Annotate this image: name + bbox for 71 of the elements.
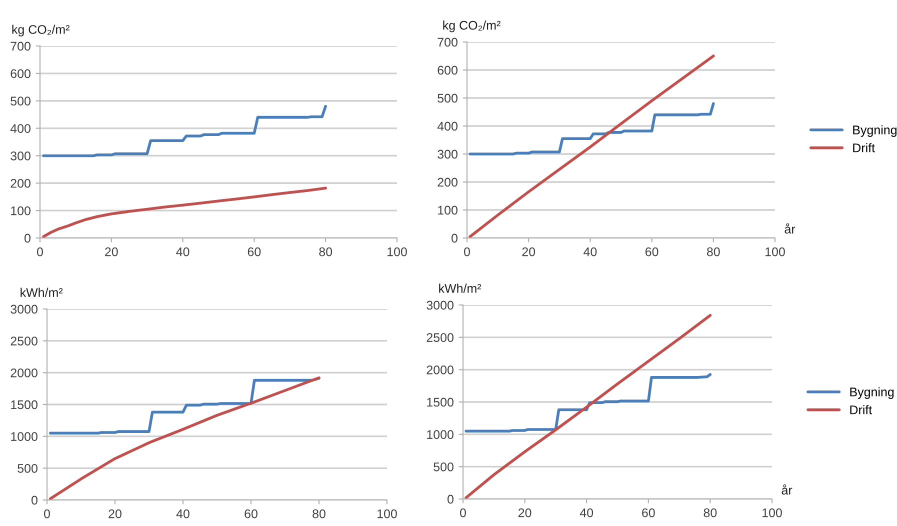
legend-label: Drift xyxy=(853,143,875,152)
y-tick-label: 100 xyxy=(438,206,458,215)
y-tick-label: 200 xyxy=(438,178,458,187)
legend-label: Drift xyxy=(850,405,872,414)
line-series xyxy=(42,186,327,238)
x-tick-label: 100 xyxy=(766,247,785,256)
x-tick-label: 80 xyxy=(704,508,717,518)
y-tick-label: 400 xyxy=(10,124,30,133)
y-tick-label: 2500 xyxy=(10,336,38,346)
y-tick-label: 1000 xyxy=(11,432,38,441)
line-series xyxy=(464,314,712,499)
x-tick-label: 100 xyxy=(378,509,397,518)
y-tick-label: 1500 xyxy=(11,400,38,410)
x-tick-label: 20 xyxy=(108,509,122,518)
x-tick-label: 100 xyxy=(762,508,782,518)
x-axis-title: år xyxy=(782,484,792,495)
y-tick-label: 1000 xyxy=(427,430,454,439)
line-series xyxy=(49,377,320,435)
y-tick-label: 2500 xyxy=(426,333,454,342)
x-tick-label: 40 xyxy=(584,247,597,256)
y-tick-label: 0 xyxy=(24,234,30,243)
x-tick-label: 60 xyxy=(645,247,658,256)
legend-label: Bygning xyxy=(853,125,897,137)
line-series xyxy=(42,104,327,158)
x-tick-label: 60 xyxy=(642,508,655,518)
y-tick-label: 300 xyxy=(438,150,458,159)
x-axis-title: år xyxy=(784,223,796,234)
y-tick-label: 2000 xyxy=(10,368,38,378)
y-tick-label: 1500 xyxy=(427,398,454,407)
y-tick-label: 500 xyxy=(18,464,38,473)
y-tick-label: 500 xyxy=(434,462,454,472)
x-tick-label: 80 xyxy=(706,247,720,256)
x-tick-label: 40 xyxy=(580,508,594,518)
x-tick-label: 40 xyxy=(176,509,190,518)
x-tick-label: 60 xyxy=(248,247,261,256)
x-tick-label: 20 xyxy=(105,247,118,256)
y-tick-label: 3000 xyxy=(10,304,38,314)
y-tick-label: 0 xyxy=(452,234,458,243)
line-series xyxy=(464,373,712,432)
y-tick-label: 600 xyxy=(438,66,458,75)
line-series xyxy=(468,54,715,238)
x-tick-label: 0 xyxy=(44,509,50,518)
x-tick-label: 20 xyxy=(522,247,536,256)
x-tick-label: 20 xyxy=(518,508,532,518)
y-tick-label: 200 xyxy=(10,178,30,188)
y-axis-title: kg CO₂/m² xyxy=(443,20,500,32)
line-series xyxy=(468,102,715,156)
y-axis-title: kWh/m² xyxy=(20,288,63,297)
y-tick-label: 500 xyxy=(10,96,30,106)
x-tick-label: 0 xyxy=(464,247,470,256)
legend-label: Bygning xyxy=(850,387,894,399)
y-tick-label: 500 xyxy=(438,94,458,103)
x-tick-label: 80 xyxy=(312,509,326,518)
y-tick-label: 600 xyxy=(10,69,30,78)
y-axis-title: kg CO₂/m² xyxy=(12,24,70,36)
x-tick-label: 60 xyxy=(244,509,258,518)
y-tick-label: 3000 xyxy=(426,300,454,310)
y-tick-label: 300 xyxy=(10,152,30,160)
y-tick-label: 700 xyxy=(10,42,30,51)
x-tick-label: 100 xyxy=(388,247,407,256)
x-tick-label: 40 xyxy=(176,247,190,256)
line-series xyxy=(49,376,320,500)
x-tick-label: 0 xyxy=(460,508,466,518)
x-tick-label: 80 xyxy=(319,247,332,256)
y-tick-label: 2000 xyxy=(426,365,454,374)
y-tick-label: 0 xyxy=(32,496,38,505)
y-tick-label: 700 xyxy=(438,38,458,47)
y-axis-title: kWh/m² xyxy=(439,284,482,293)
y-tick-label: 100 xyxy=(11,206,30,216)
y-tick-label: 400 xyxy=(437,122,458,131)
y-tick-label: 0 xyxy=(448,494,454,504)
